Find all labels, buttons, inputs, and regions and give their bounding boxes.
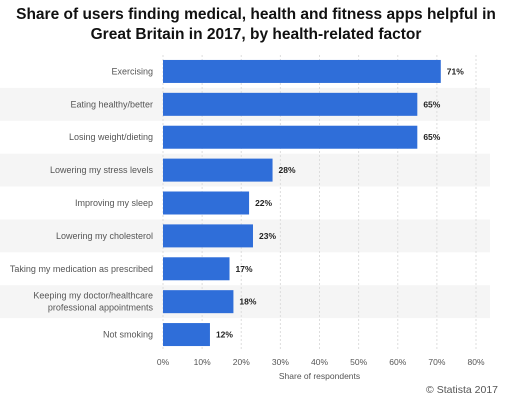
row-stripe: [0, 285, 490, 319]
chart-title: Share of users finding medical, health a…: [16, 6, 496, 43]
category-label: Eating healthy/better: [70, 99, 153, 109]
value-label: 12%: [216, 330, 233, 340]
value-label: 22%: [255, 198, 272, 208]
tick-label: 80%: [467, 357, 484, 367]
tick-label: 40%: [311, 357, 328, 367]
category-label: Keeping my doctor/healthcare professional…: [33, 291, 153, 313]
value-label: 65%: [423, 99, 440, 109]
bar: [163, 59, 441, 83]
tick-label: 70%: [428, 357, 445, 367]
x-axis-title: Share of respondents: [279, 371, 360, 381]
value-label: 23%: [259, 231, 276, 241]
value-label: 65%: [423, 132, 440, 142]
category-label: Not smoking: [103, 330, 153, 340]
bar: [163, 125, 418, 149]
category-label: Lowering my cholesterol: [56, 231, 153, 241]
bar: [163, 92, 418, 116]
bar: [163, 224, 253, 248]
tick-label: 20%: [233, 357, 250, 367]
tick-label: 10%: [194, 357, 211, 367]
bar: [163, 290, 234, 314]
category-label: Improving my sleep: [75, 198, 153, 208]
tick-label: 50%: [350, 357, 367, 367]
category-label: Taking my medication as prescribed: [10, 264, 153, 274]
category-label: Losing weight/dieting: [69, 132, 153, 142]
bar: [163, 158, 273, 182]
bar: [163, 257, 230, 281]
tick-label: 0%: [157, 357, 170, 367]
value-label: 17%: [236, 264, 253, 274]
tick-label: 30%: [272, 357, 289, 367]
category-label: Lowering my stress levels: [50, 165, 154, 175]
value-label: 71%: [447, 66, 464, 76]
value-label: 28%: [279, 165, 296, 175]
bar: [163, 323, 210, 347]
category-label: Exercising: [111, 66, 153, 76]
bar: [163, 191, 250, 215]
value-label: 18%: [239, 297, 256, 307]
source-credit: © Statista 2017: [426, 384, 498, 396]
tick-label: 60%: [389, 357, 406, 367]
